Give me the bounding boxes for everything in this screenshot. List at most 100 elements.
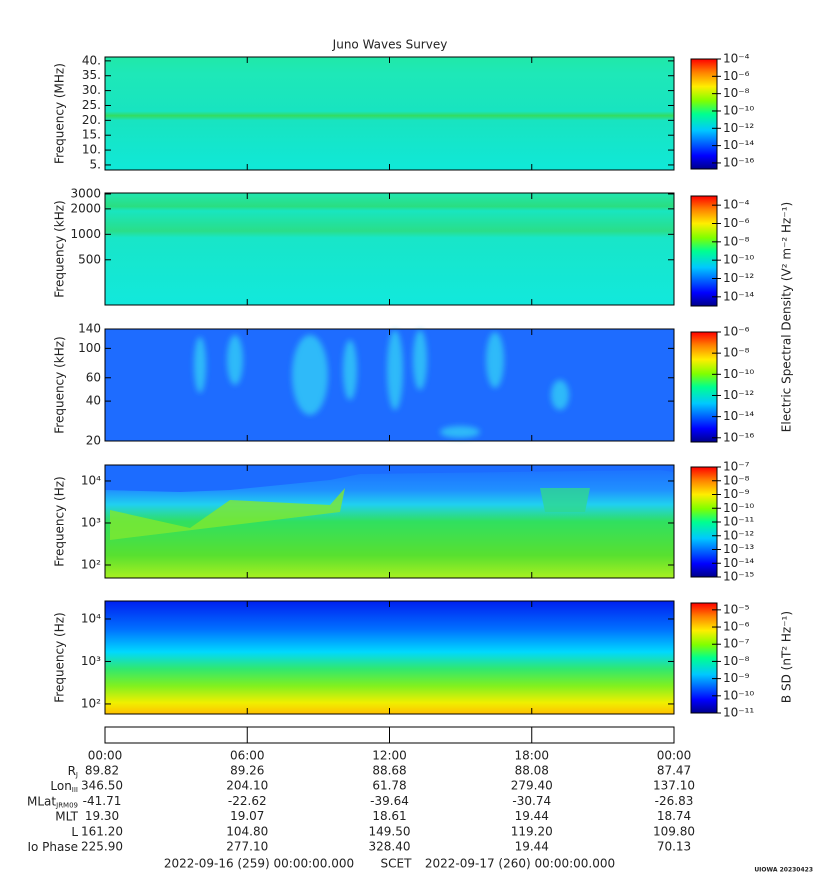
ephemeris-value: 70.13 — [657, 840, 691, 854]
ephemeris-value: 89.26 — [230, 764, 264, 778]
ephemeris-value: 161.20 — [81, 824, 123, 838]
x-tick-label: 12:00 — [372, 749, 407, 763]
ephemeris-label: LonIII — [50, 779, 78, 795]
x-tick-label: 00:00 — [88, 749, 123, 763]
ephemeris-label-sub: J — [75, 771, 78, 779]
emission — [194, 330, 569, 438]
y-tick-label: 20. — [82, 113, 101, 127]
ephemeris-value: 104.80 — [226, 824, 268, 838]
colorbar-tick-label: 10⁻¹⁴ — [723, 289, 754, 303]
colorbar — [690, 195, 718, 307]
ephemeris-value: 279.40 — [511, 779, 553, 793]
colorbar-tick-label: 10⁻¹⁰ — [723, 501, 754, 515]
ephemeris-value: 88.08 — [515, 764, 549, 778]
y-axis-label: Frequency (kHz) — [53, 336, 67, 433]
colorbar-tick-label: 10⁻¹² — [723, 121, 754, 135]
colorbar-tick-label: 10⁻⁹ — [723, 487, 750, 501]
y-tick-label: 40 — [86, 394, 101, 408]
colorbar-tick-label: 10⁻¹⁴ — [723, 409, 754, 423]
ephemeris-value: -22.62 — [228, 794, 267, 808]
ephemeris-label: MLatJRM09 — [27, 794, 78, 810]
ephemeris-label: RJ — [68, 764, 78, 780]
y-axis-label: Frequency (Hz) — [53, 612, 67, 703]
spectrogram — [105, 601, 674, 714]
ephemeris-label-main: R — [68, 764, 76, 778]
y-tick-label: 10³ — [81, 515, 101, 529]
ephemeris-label-main: L — [71, 824, 78, 838]
colorbar-label: B SD (nT² Hz⁻¹) — [780, 611, 794, 703]
y-tick-label: 35. — [82, 68, 101, 82]
colorbar-tick-label: 10⁻¹² — [723, 388, 754, 402]
colorbar-tick-label: 10⁻¹⁵ — [723, 570, 754, 584]
x-tick-label: 18:00 — [514, 749, 549, 763]
colorbar-tick-label: 10⁻⁶ — [723, 325, 750, 339]
y-tick-label: 100 — [78, 341, 101, 355]
colorbar-tick-label: 10⁻⁸ — [723, 654, 750, 668]
ephemeris-value: 277.10 — [226, 840, 268, 854]
emission — [110, 488, 345, 540]
ephemeris-value: 204.10 — [226, 779, 268, 793]
colorbar-tick-label: 10⁻⁶ — [723, 69, 750, 83]
y-axis-label: Frequency (MHz) — [53, 63, 67, 164]
ephemeris-label-main: Io Phase — [27, 840, 78, 854]
ephemeris-value: 19.30 — [85, 809, 119, 823]
ephemeris-value: 328.40 — [369, 840, 411, 854]
colorbar-tick-label: 10⁻¹³ — [723, 542, 754, 556]
footer-end: 2022-09-17 (260) 00:00:00.000 — [425, 857, 615, 871]
ephemeris-value: 119.20 — [511, 824, 553, 838]
y-tick-label: 1000 — [70, 227, 101, 241]
ephemeris-label-sub: JRM09 — [55, 801, 78, 809]
y-tick-label: 10. — [82, 143, 101, 157]
ephemeris-label-main: Lon — [50, 779, 71, 793]
colorbar-tick-label: 10⁻¹⁶ — [723, 155, 754, 169]
colorbar-tick-label: 10⁻⁵ — [723, 602, 750, 616]
ephemeris-value: 18.74 — [657, 809, 691, 823]
colorbar-tick-label: 10⁻⁶ — [723, 216, 750, 230]
y-tick-label: 500 — [78, 252, 101, 266]
colorbar-tick-label: 10⁻¹² — [723, 528, 754, 542]
colorbar-tick-label: 10⁻⁸ — [723, 86, 750, 100]
colorbar-tick-label: 10⁻⁴ — [723, 52, 750, 66]
colorbar-tick-label: 10⁻⁷ — [723, 637, 750, 651]
y-tick-label: 10⁴ — [81, 473, 101, 487]
ephemeris-value: 19.44 — [515, 809, 549, 823]
colorbar-tick-label: 10⁻¹⁰ — [723, 103, 754, 117]
colorbar-label: Electric Spectral Density (V² m⁻² Hz⁻¹) — [780, 202, 794, 432]
colorbar-tick-label: 10⁻⁸ — [723, 346, 750, 360]
y-tick-label: 15. — [82, 128, 101, 142]
colorbar-tick-label: 10⁻⁴ — [723, 198, 750, 212]
ephemeris-value: 18.61 — [372, 809, 406, 823]
spectrogram — [105, 57, 674, 170]
ephemeris-value: 19.07 — [230, 809, 264, 823]
colorbar-tick-label: 10⁻¹² — [723, 271, 754, 285]
ephemeris-value: 137.10 — [653, 779, 695, 793]
colorbar-tick-label: 10⁻⁶ — [723, 620, 750, 634]
colorbar — [690, 58, 718, 170]
ephemeris-value: 225.90 — [81, 840, 123, 854]
y-tick-label: 25. — [82, 98, 101, 112]
y-tick-label: 3000 — [70, 186, 101, 200]
ephemeris-value: 61.78 — [372, 779, 406, 793]
ephemeris-label: Io Phase — [27, 840, 78, 854]
credit: UIOWA 20230423 — [754, 867, 813, 874]
ephemeris-value: -41.71 — [83, 794, 122, 808]
y-tick-label: 60 — [86, 370, 101, 384]
y-tick-label: 30. — [82, 83, 101, 97]
y-tick-label: 10³ — [81, 654, 101, 668]
x-tick-label: 06:00 — [230, 749, 265, 763]
y-tick-label: 5. — [90, 157, 101, 171]
y-tick-label: 2000 — [70, 201, 101, 215]
ephemeris-value: -39.64 — [370, 794, 409, 808]
y-tick-label: 140 — [78, 322, 101, 336]
colorbar-tick-label: 10⁻¹⁰ — [723, 253, 754, 267]
footer-start: 2022-09-16 (259) 00:00:00.000 — [164, 857, 354, 871]
colorbar-tick-label: 10⁻¹⁶ — [723, 430, 754, 444]
y-tick-label: 20 — [86, 434, 101, 448]
ephemeris-value: 19.44 — [515, 840, 549, 854]
ephemeris-label: L — [71, 824, 78, 838]
ephemeris-value: 149.50 — [369, 824, 411, 838]
ephemeris-value: 88.68 — [372, 764, 406, 778]
ephemeris-value: 109.80 — [653, 824, 695, 838]
y-axis-label: Frequency (kHz) — [53, 200, 67, 297]
